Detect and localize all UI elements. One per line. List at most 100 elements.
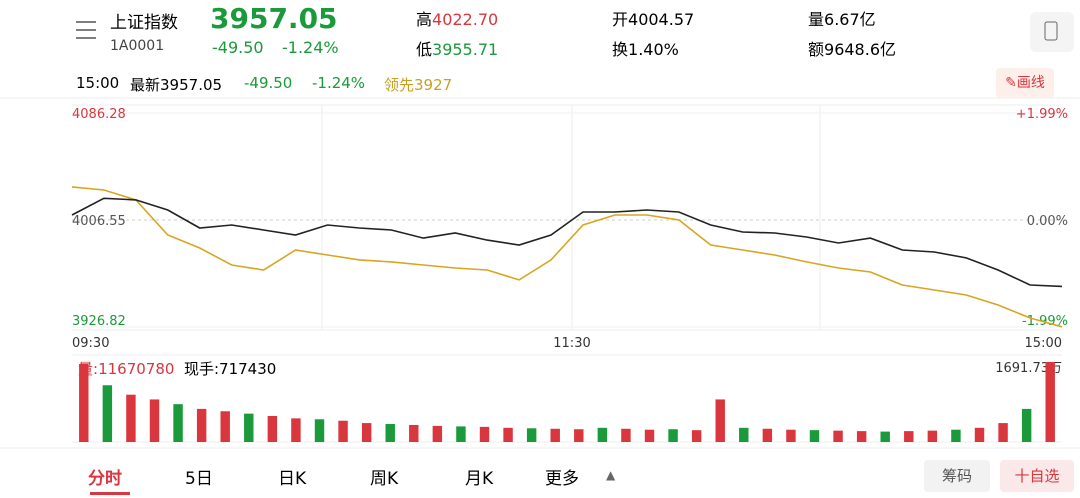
volume-bar xyxy=(291,418,301,442)
volume-bar xyxy=(314,419,325,442)
stat-label: 高 xyxy=(416,10,433,29)
info-change-pct: -1.24% xyxy=(312,74,366,92)
label: 现手: xyxy=(183,360,220,378)
volume-bar xyxy=(691,430,702,442)
stat-label: 换 xyxy=(612,40,629,59)
stat-value: 4022.70 xyxy=(432,10,499,29)
volume-bar xyxy=(220,411,230,442)
info-lead: 领先3927 xyxy=(384,74,452,95)
menu-button[interactable] xyxy=(1030,12,1074,52)
more-arrow: ▲ xyxy=(606,468,616,482)
volume-bar xyxy=(550,428,560,442)
volume-bar xyxy=(668,429,678,442)
draw-button[interactable]: ✎画线 xyxy=(996,68,1054,98)
volume-bar xyxy=(762,428,773,442)
label: 最新 xyxy=(130,76,161,94)
tab[interactable]: 周K xyxy=(370,469,399,489)
volume-bar xyxy=(621,428,631,442)
index-code: 1A0001 xyxy=(110,38,165,54)
stat-label: 开 xyxy=(612,10,629,29)
stat-value: 6.67亿 xyxy=(824,10,876,29)
volume-bar xyxy=(385,424,395,442)
x-tick-label: 15:00 xyxy=(1025,336,1062,351)
stat: 额9648.6亿 xyxy=(808,36,896,60)
price-line xyxy=(71,186,1063,328)
price: 3957.05 xyxy=(210,2,338,35)
volume-bar xyxy=(196,408,207,442)
volume-bar xyxy=(432,425,443,442)
volume-bar xyxy=(526,428,537,442)
stat-value: 1.40% xyxy=(628,40,679,59)
volume-bar xyxy=(456,426,466,442)
volume-bar xyxy=(173,404,183,442)
volume-bar xyxy=(644,429,655,442)
label: 领先 xyxy=(384,76,415,94)
y-tick-label: 4006.55 xyxy=(72,214,126,229)
info-change: -49.50 xyxy=(244,74,293,92)
volume-bar xyxy=(409,424,419,442)
info-latest: 最新3957.05 xyxy=(130,74,222,95)
volume-bar xyxy=(927,430,938,442)
volume-bar xyxy=(597,427,608,442)
grid xyxy=(72,104,1062,443)
volume-bar xyxy=(880,431,890,442)
y-tick-label: 4086.28 xyxy=(72,107,126,122)
volume-bar xyxy=(1045,362,1055,442)
volume-bar xyxy=(338,420,348,442)
volume-bar xyxy=(503,427,513,442)
price-line xyxy=(71,197,1063,288)
tab[interactable]: 日K xyxy=(278,469,307,489)
change-pct: -1.24% xyxy=(282,38,339,57)
volume-bar xyxy=(244,413,254,442)
volume-bar xyxy=(833,430,843,442)
volume-bar xyxy=(79,363,89,442)
volume-bar xyxy=(739,427,749,442)
tab[interactable]: 月K xyxy=(465,469,494,489)
chips-button[interactable]: 筹码 xyxy=(924,460,990,492)
index-name: 上证指数 xyxy=(110,13,178,33)
value: 3957.05 xyxy=(160,76,223,94)
info-time: 15:00 xyxy=(76,74,120,92)
volume-bar xyxy=(951,429,961,442)
volume-bar xyxy=(974,427,985,442)
stat-label: 额 xyxy=(808,40,825,59)
volume-bar xyxy=(1021,408,1032,442)
stat-value: 4004.57 xyxy=(628,10,695,29)
volume-bar xyxy=(126,394,136,442)
tab[interactable]: 5日 xyxy=(185,469,213,489)
pct-label: +1.99% xyxy=(1016,107,1068,122)
stat: 量6.67亿 xyxy=(808,6,876,30)
value: 3927 xyxy=(414,76,453,94)
change: -49.50 xyxy=(212,38,264,57)
pct-label: 0.00% xyxy=(1027,214,1068,229)
stat: 高4022.70 xyxy=(416,6,498,30)
volume-bar xyxy=(856,431,867,442)
tab[interactable]: 分时 xyxy=(88,469,122,489)
value: 717430 xyxy=(219,360,277,378)
value: 11670780 xyxy=(98,360,175,378)
volume-bar xyxy=(998,423,1008,442)
stat: 低3955.71 xyxy=(416,36,498,60)
x-tick-label: 11:30 xyxy=(553,336,590,351)
stat-label: 低 xyxy=(416,40,433,59)
tab-underline xyxy=(90,492,130,495)
label: 量: xyxy=(78,360,99,378)
label: 画线 xyxy=(1016,75,1045,91)
volume-max-label: 1691.73万 xyxy=(995,361,1062,376)
stat-value: 9648.6亿 xyxy=(824,40,897,59)
volume-bar xyxy=(715,399,725,442)
stat: 开4004.57 xyxy=(612,6,694,30)
watchlist-button[interactable]: 十自选 xyxy=(1000,460,1074,492)
tab[interactable]: 更多 xyxy=(545,469,579,489)
volume-bar xyxy=(267,415,278,442)
volume-info: 量:11670780 现手:717430 xyxy=(78,358,276,379)
stat-value: 3955.71 xyxy=(432,40,499,59)
x-tick-label: 09:30 xyxy=(72,336,109,351)
volume-bar xyxy=(361,423,372,442)
volume-bar xyxy=(149,399,160,442)
stat-label: 量 xyxy=(808,10,825,29)
y-tick-label: 3926.82 xyxy=(72,314,126,329)
volume-bar xyxy=(574,429,584,442)
volume-bar xyxy=(102,385,113,442)
